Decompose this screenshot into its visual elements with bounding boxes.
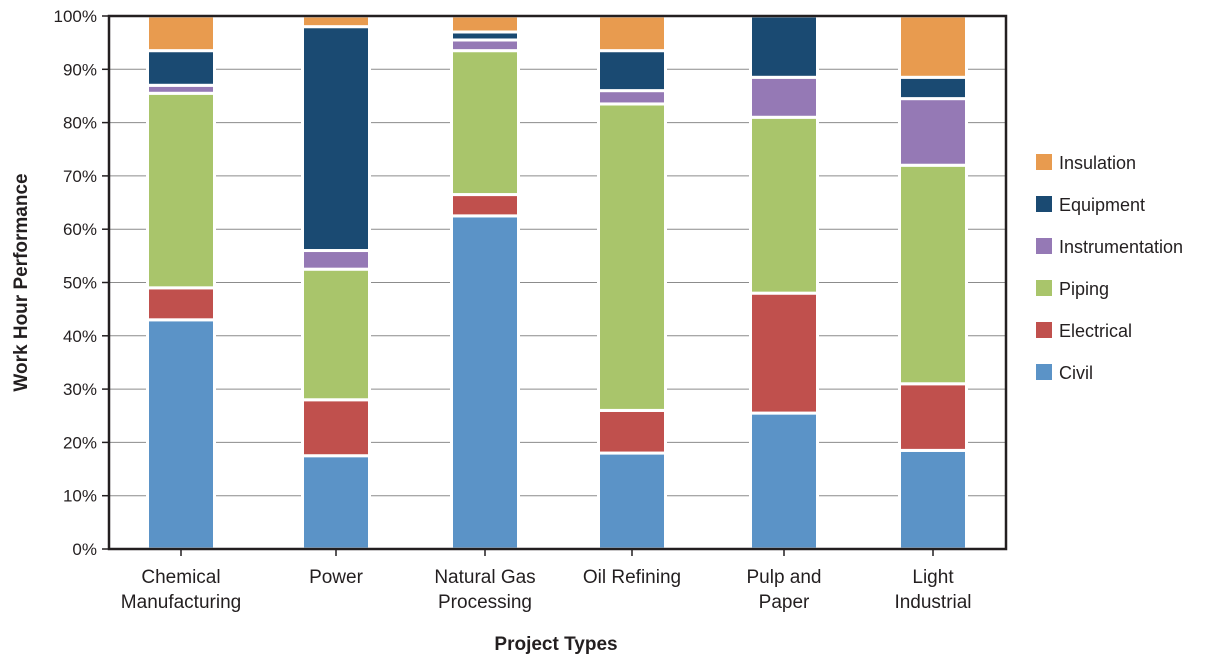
- bar-segment-civil: [597, 451, 667, 551]
- bar-segment-civil: [749, 411, 819, 551]
- bar-segment-civil: [450, 214, 520, 551]
- bar-segment-civil: [301, 454, 371, 551]
- bar-segment-equipment: [749, 14, 819, 79]
- y-axis-title: Work Hour Performance: [11, 173, 32, 391]
- legend-swatch-equipment: [1036, 196, 1052, 212]
- y-tick-label: 30%: [63, 380, 97, 399]
- legend-label-piping: Piping: [1059, 279, 1109, 299]
- x-tick-label: Chemical: [141, 567, 220, 588]
- bar-segment-insulation: [898, 14, 968, 79]
- y-tick-label: 50%: [63, 274, 97, 293]
- x-tick-label: Processing: [438, 592, 532, 613]
- legend-label-civil: Civil: [1059, 363, 1093, 383]
- bar-segment-instrumentation: [450, 38, 520, 53]
- bar-segment-insulation: [146, 14, 216, 53]
- x-tick-label: Industrial: [894, 592, 971, 613]
- y-tick-label: 60%: [63, 220, 97, 239]
- x-tick-label: Natural Gas: [434, 567, 535, 588]
- bar-segment-instrumentation: [301, 249, 371, 271]
- y-tick-label: 70%: [63, 167, 97, 186]
- bar-segment-electrical: [146, 286, 216, 322]
- bar-segment-equipment: [898, 75, 968, 101]
- bar-segment-insulation: [301, 14, 371, 29]
- bar-segment-electrical: [450, 193, 520, 218]
- x-tick-label: Paper: [759, 592, 810, 613]
- x-tick-label: Pulp and: [746, 567, 821, 588]
- x-axis-title: Project Types: [494, 634, 617, 655]
- bar-segment-electrical: [749, 291, 819, 415]
- y-tick-label: 90%: [63, 60, 97, 79]
- legend-swatch-civil: [1036, 364, 1052, 380]
- legend-swatch-piping: [1036, 280, 1052, 296]
- x-tick-label: Light: [912, 567, 954, 588]
- legend-swatch-instrumentation: [1036, 238, 1052, 254]
- y-tick-label: 0%: [72, 540, 97, 559]
- bar-segment-piping: [450, 49, 520, 197]
- plot-frame: [107, 14, 1008, 551]
- legend-label-insulation: Insulation: [1059, 153, 1136, 173]
- bar-segment-piping: [898, 163, 968, 386]
- legend-swatch-insulation: [1036, 154, 1052, 170]
- bar-segment-instrumentation: [898, 97, 968, 167]
- y-tick-label: 80%: [63, 114, 97, 133]
- legend-label-instrumentation: Instrumentation: [1059, 237, 1183, 257]
- x-tick-label: Oil Refining: [583, 567, 681, 588]
- bar-segment-civil: [146, 318, 216, 551]
- bar-segment-electrical: [898, 382, 968, 452]
- legend-label-equipment: Equipment: [1059, 195, 1145, 215]
- bar-segment-equipment: [146, 49, 216, 87]
- y-tick-label: 100%: [54, 7, 97, 26]
- legend-label-electrical: Electrical: [1059, 321, 1132, 341]
- bar-segment-piping: [146, 91, 216, 290]
- bar-segment-piping: [597, 102, 667, 412]
- bar-segment-insulation: [597, 14, 667, 53]
- y-tick-label: 40%: [63, 327, 97, 346]
- bar-segment-electrical: [597, 408, 667, 455]
- y-tick-label: 10%: [63, 487, 97, 506]
- bar-segment-piping: [301, 267, 371, 402]
- bar-segment-instrumentation: [749, 75, 819, 119]
- bar-segment-equipment: [597, 49, 667, 93]
- x-tick-label: Power: [309, 567, 364, 588]
- bar-segment-equipment: [301, 25, 371, 253]
- y-tick-label: 20%: [63, 433, 97, 452]
- legend-swatch-electrical: [1036, 322, 1052, 338]
- bar-segment-civil: [898, 448, 968, 551]
- bar-segment-electrical: [301, 398, 371, 458]
- bar-segment-insulation: [450, 14, 520, 34]
- bar-segment-instrumentation: [597, 89, 667, 106]
- bar-segment-piping: [749, 115, 819, 295]
- x-tick-label: Manufacturing: [121, 592, 241, 613]
